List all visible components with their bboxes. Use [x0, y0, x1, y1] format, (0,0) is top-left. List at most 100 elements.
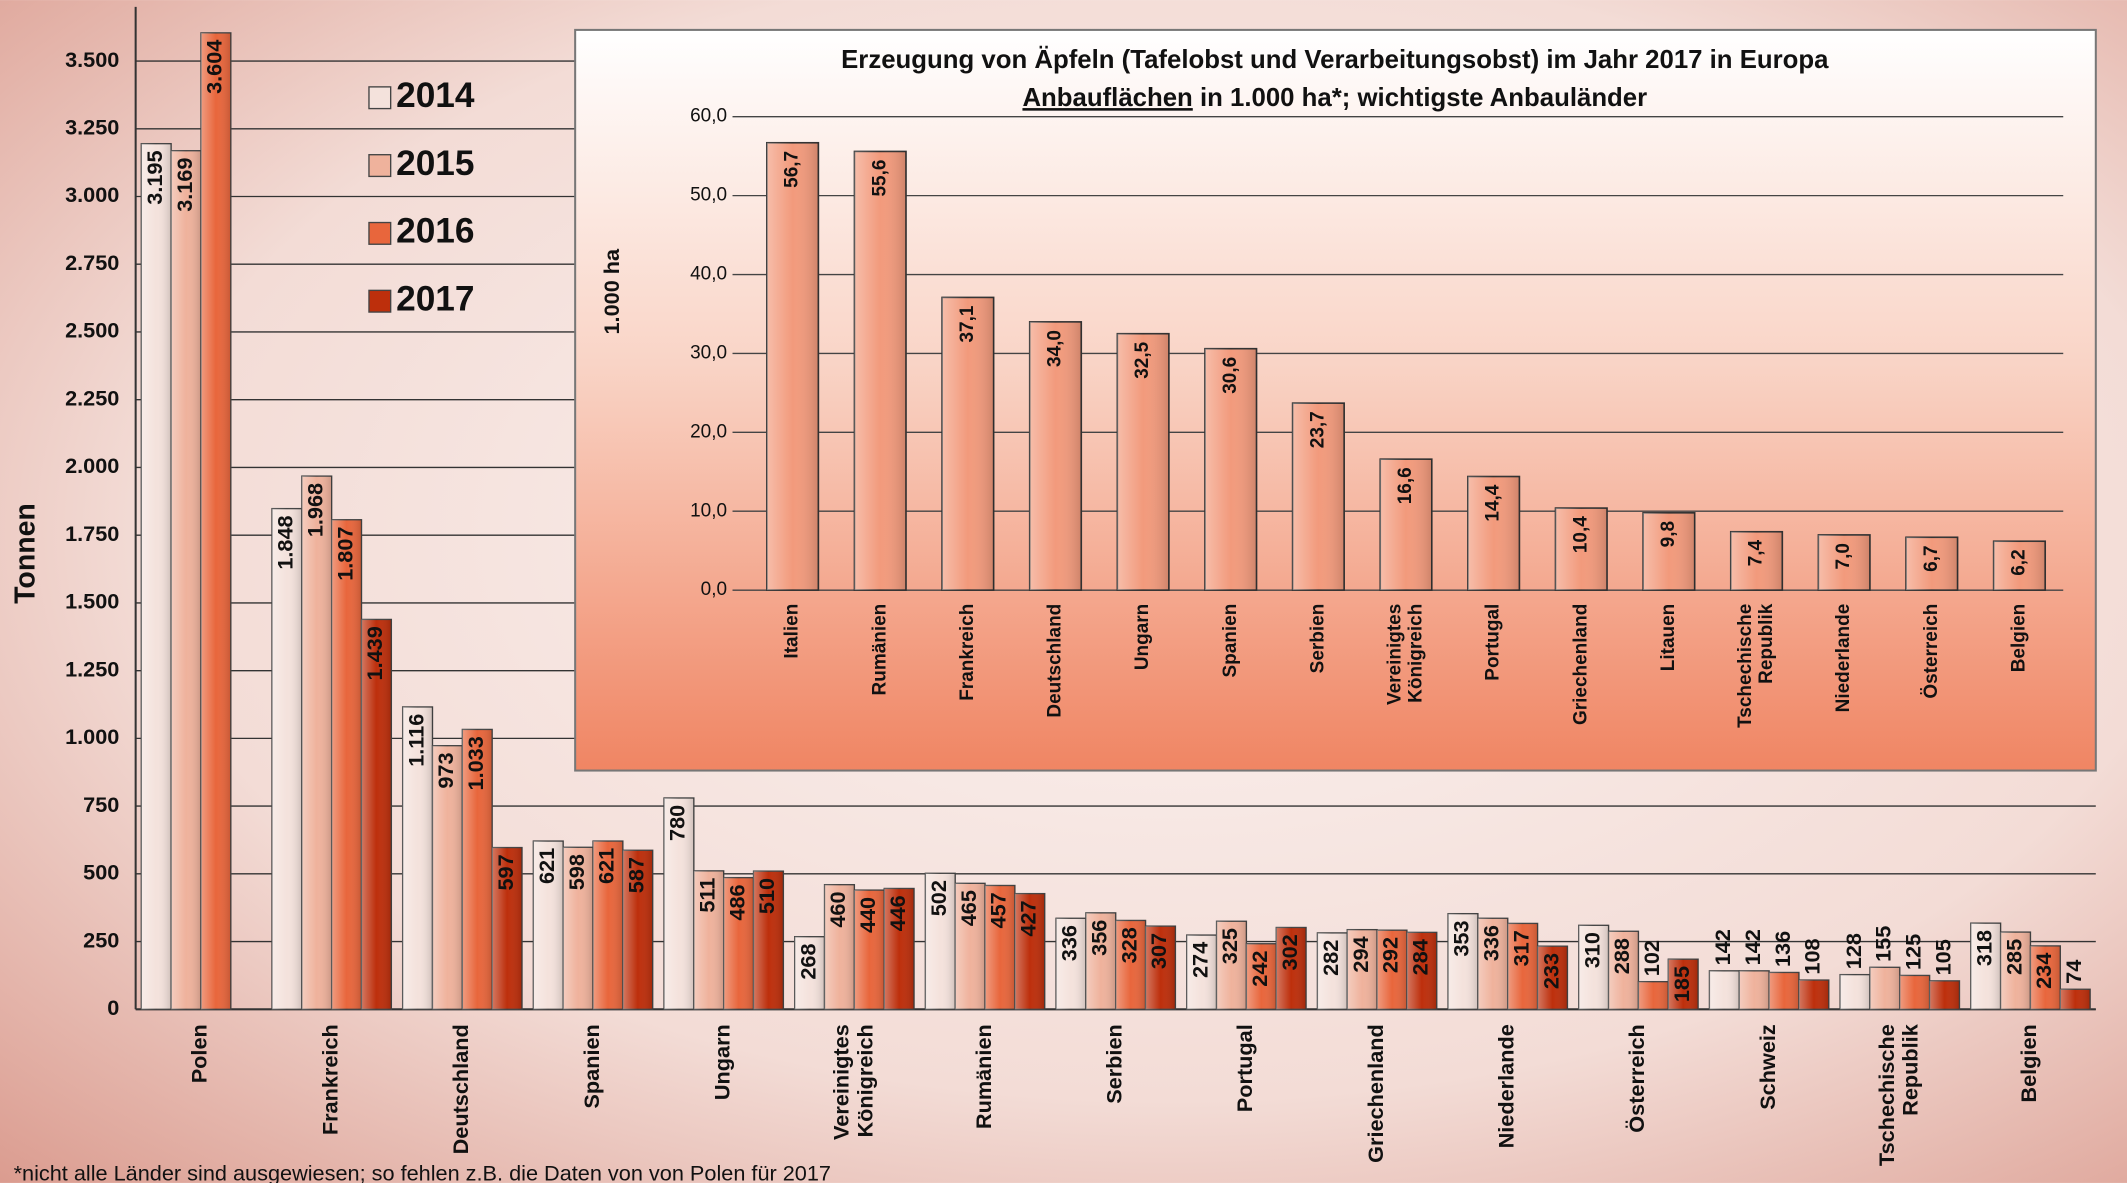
- bar-shine: [563, 847, 594, 1010]
- x-tick-label: Schweiz: [1755, 1024, 1780, 1110]
- value-label: 16,6: [1395, 467, 1416, 504]
- value-label: 74: [2061, 960, 2086, 984]
- bar-shine: [1317, 932, 1348, 1010]
- y-tick-label: 1.750: [65, 521, 119, 546]
- bar-shine: [593, 841, 623, 1010]
- bar-shine: [1377, 930, 1407, 1010]
- bar-shine: [1906, 537, 1958, 591]
- value-label: 55,6: [869, 160, 890, 197]
- bar-shine: [171, 150, 201, 1010]
- bar-shine: [1970, 923, 2001, 1010]
- bar-shine: [1448, 913, 1478, 1010]
- legend-swatch: [368, 221, 392, 245]
- value-label: 587: [624, 857, 649, 893]
- value-label: 32,5: [1132, 341, 1153, 378]
- x-tick-label: Österreich: [1624, 1024, 1649, 1133]
- bar-shine: [925, 873, 956, 1010]
- bar-shine: [942, 297, 994, 591]
- x-tick-label: Serbien: [1307, 604, 1328, 674]
- value-label: 597: [493, 854, 518, 890]
- value-label: 780: [665, 805, 690, 841]
- value-label: 621: [594, 848, 619, 884]
- y-tick-label: 2.250: [65, 385, 119, 410]
- value-label: 274: [1187, 942, 1212, 978]
- x-tick-label: Deutschland: [448, 1024, 473, 1154]
- value-label: 302: [1277, 934, 1302, 970]
- y-tick-label: 750: [83, 792, 119, 817]
- legend-swatch: [368, 154, 392, 178]
- y-tick-label: 30,0: [690, 342, 727, 363]
- y-tick-label: 2.750: [65, 250, 119, 275]
- bar-shine: [723, 877, 754, 1010]
- value-label: 136: [1770, 931, 1795, 967]
- y-tick-label: 20,0: [690, 421, 727, 442]
- x-tick-label: Rumänien: [869, 604, 890, 696]
- x-tick-label: Belgien: [2008, 604, 2029, 673]
- y-axis-label: Tonnen: [10, 503, 42, 604]
- bar-shine: [1477, 918, 1508, 1010]
- y-tick-label: 1.250: [65, 656, 119, 681]
- y-tick-label: 40,0: [690, 264, 727, 285]
- y-tick-label: 2.500: [65, 318, 119, 343]
- x-tick-label: VereinigtesKönigreich: [828, 1024, 877, 1140]
- bar-shine: [1186, 935, 1217, 1010]
- value-label: 465: [956, 890, 981, 926]
- value-label: 6,2: [2008, 549, 2029, 575]
- x-tick-label: Belgien: [2016, 1024, 2041, 1102]
- inset-subtitle: Anbauflächen in 1.000 ha*; wichtigste An…: [1022, 84, 1647, 112]
- inset-subtitle-underlined: Anbauflächen: [1022, 84, 1192, 112]
- value-label: 294: [1348, 936, 1373, 972]
- inset-y-label: 1.000 ha: [599, 248, 624, 335]
- value-label: 318: [1971, 930, 1996, 966]
- bar-shine: [1608, 931, 1639, 1010]
- bar-shine: [1739, 970, 1770, 1010]
- bar-shine: [824, 884, 855, 1010]
- x-tick-label: Italien: [782, 604, 803, 659]
- bar-shine: [794, 936, 825, 1010]
- value-label: 268: [795, 943, 820, 979]
- value-label: 185: [1669, 966, 1694, 1002]
- bar-shine: [462, 729, 493, 1010]
- value-label: 242: [1247, 951, 1272, 987]
- main-chart: 0 250 500 750 1.000 1.250 1.500 1.750 2.000 2.250…: [65, 6, 2096, 1166]
- inset-subtitle-rest: in 1.000 ha*; wichtigste Anbauländer: [1200, 84, 1647, 112]
- bar-shine: [1216, 921, 1247, 1010]
- bar-shine: [1507, 923, 1538, 1010]
- value-label: 502: [926, 880, 951, 916]
- bar-shine: [1347, 929, 1378, 1010]
- value-label: 1.848: [273, 515, 298, 569]
- value-label: 310: [1579, 932, 1604, 968]
- x-tick-label: Rumänien: [971, 1024, 996, 1129]
- y-tick-label: 1.000: [65, 724, 119, 749]
- value-label: 325: [1217, 928, 1242, 964]
- bar-shine: [1145, 926, 1176, 1010]
- value-label: 510: [754, 878, 779, 914]
- value-label: 288: [1609, 938, 1634, 974]
- value-label: 6,7: [1921, 545, 1942, 571]
- value-label: 56,7: [782, 151, 803, 188]
- bar-shine: [141, 143, 172, 1010]
- x-tick-label: Niederlande: [1493, 1024, 1518, 1148]
- value-label: 1.968: [302, 483, 327, 537]
- y-tick-label: 50,0: [690, 185, 727, 206]
- inset-chart: 0,0 10,0 20,0 30,0 40,0 50,0 60,0 56,7 Italien 55…: [690, 106, 2064, 728]
- bar-shine: [1292, 403, 1345, 591]
- value-label: 1.116: [403, 714, 428, 767]
- value-label: 7,0: [1833, 543, 1854, 569]
- value-label: 292: [1378, 937, 1403, 973]
- bar-shine: [1467, 476, 1520, 591]
- y-tick-label: 500: [83, 860, 119, 885]
- x-tick-label: Griechenland: [1363, 1024, 1388, 1163]
- bar-shine: [1993, 541, 2046, 591]
- value-label: 142: [1710, 929, 1735, 965]
- value-label: 128: [1841, 933, 1866, 969]
- legend-label: 2014: [396, 76, 475, 115]
- bar-shine: [533, 841, 564, 1010]
- bar-shine: [331, 519, 362, 1010]
- y-tick-label: 250: [83, 927, 119, 952]
- bar-shine: [1798, 980, 1829, 1010]
- value-label: 233: [1538, 953, 1563, 989]
- x-tick-label: TschechischeRepublik: [1735, 603, 1777, 728]
